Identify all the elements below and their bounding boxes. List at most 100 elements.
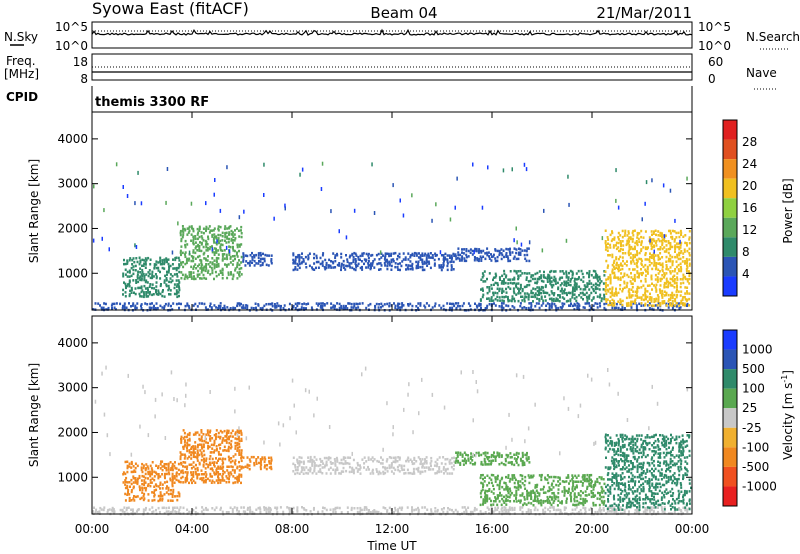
data-cell <box>182 461 185 464</box>
data-cell <box>511 297 514 301</box>
data-cell <box>656 280 659 283</box>
data-cell <box>161 262 163 266</box>
data-cell <box>169 264 172 268</box>
data-cell <box>619 448 622 451</box>
data-cell <box>613 276 616 279</box>
data-cell <box>567 491 570 494</box>
data-cell <box>507 461 510 464</box>
data-cell <box>640 249 643 253</box>
data-cell <box>346 307 349 310</box>
data-cell <box>575 282 578 285</box>
data-cell <box>521 460 524 463</box>
data-cell <box>324 267 327 271</box>
data-cell <box>340 304 343 308</box>
data-cell <box>627 275 630 279</box>
data-cell <box>321 472 324 475</box>
data-cell <box>107 508 110 512</box>
data-cell <box>657 248 660 251</box>
data-cell <box>180 253 182 257</box>
data-cell <box>265 508 268 511</box>
data-cell <box>584 494 587 497</box>
data-cell <box>136 495 139 498</box>
data-cell <box>621 512 624 515</box>
data-cell <box>292 258 295 262</box>
data-cell <box>634 247 636 251</box>
data-cell <box>453 304 456 308</box>
data-cell <box>238 460 240 464</box>
data-cell <box>658 270 661 273</box>
data-cell <box>467 249 470 253</box>
data-cell <box>629 236 632 239</box>
data-cell <box>561 270 564 273</box>
data-cell <box>284 206 286 211</box>
data-cell <box>196 233 199 236</box>
data-cell <box>191 481 193 485</box>
data-cell <box>198 453 201 457</box>
data-cell <box>517 452 520 455</box>
data-cell <box>355 265 358 269</box>
data-cell <box>479 476 482 480</box>
data-cell <box>313 470 316 473</box>
data-cell <box>122 185 124 189</box>
data-cell <box>138 487 141 490</box>
data-cell <box>674 268 677 271</box>
data-cell <box>574 480 577 483</box>
data-cell <box>331 260 334 264</box>
data-cell <box>604 248 607 251</box>
data-cell <box>594 484 597 487</box>
data-cell <box>500 248 503 251</box>
data-cell <box>594 274 597 278</box>
data-cell <box>221 439 224 442</box>
data-cell <box>134 264 137 268</box>
data-cell <box>323 456 326 460</box>
data-cell <box>486 495 489 499</box>
data-cell <box>215 479 218 482</box>
data-cell <box>476 257 479 260</box>
data-cell <box>555 508 558 512</box>
data-cell <box>617 267 619 271</box>
data-cell <box>388 260 391 264</box>
data-cell <box>140 307 143 310</box>
data-cell <box>155 266 158 270</box>
data-cell <box>269 302 272 306</box>
data-cell <box>140 273 143 276</box>
data-cell <box>631 300 634 303</box>
data-cell <box>503 509 506 512</box>
data-cell <box>201 237 204 240</box>
data-cell <box>671 284 674 287</box>
data-cell <box>640 304 643 307</box>
data-cell <box>336 460 339 463</box>
data-cell <box>369 264 372 267</box>
data-cell <box>350 302 353 306</box>
data-cell <box>319 468 322 471</box>
data-cell <box>123 506 126 509</box>
data-cell <box>519 269 522 273</box>
data-cell <box>590 481 593 485</box>
data-cell <box>299 172 301 177</box>
data-cell <box>568 304 570 307</box>
data-cell <box>344 456 347 460</box>
data-cell <box>488 459 491 463</box>
data-cell <box>589 484 592 487</box>
data-cell <box>628 296 631 299</box>
data-cell <box>488 476 491 480</box>
data-cell <box>510 299 513 303</box>
data-cell <box>498 249 501 253</box>
data-cell <box>496 451 499 454</box>
data-cell <box>342 462 345 466</box>
power-heatmap <box>92 161 691 312</box>
data-cell <box>205 265 207 268</box>
data-cell <box>482 280 485 283</box>
data-cell <box>194 511 197 514</box>
data-cell <box>313 252 316 256</box>
data-cell <box>517 463 520 467</box>
data-cell <box>644 274 647 277</box>
data-cell <box>522 503 525 507</box>
data-cell <box>544 291 547 294</box>
data-cell <box>604 284 607 287</box>
data-cell <box>144 263 147 266</box>
data-cell <box>296 302 299 305</box>
data-cell <box>245 260 248 263</box>
data-cell <box>161 260 164 264</box>
data-cell <box>182 471 185 475</box>
